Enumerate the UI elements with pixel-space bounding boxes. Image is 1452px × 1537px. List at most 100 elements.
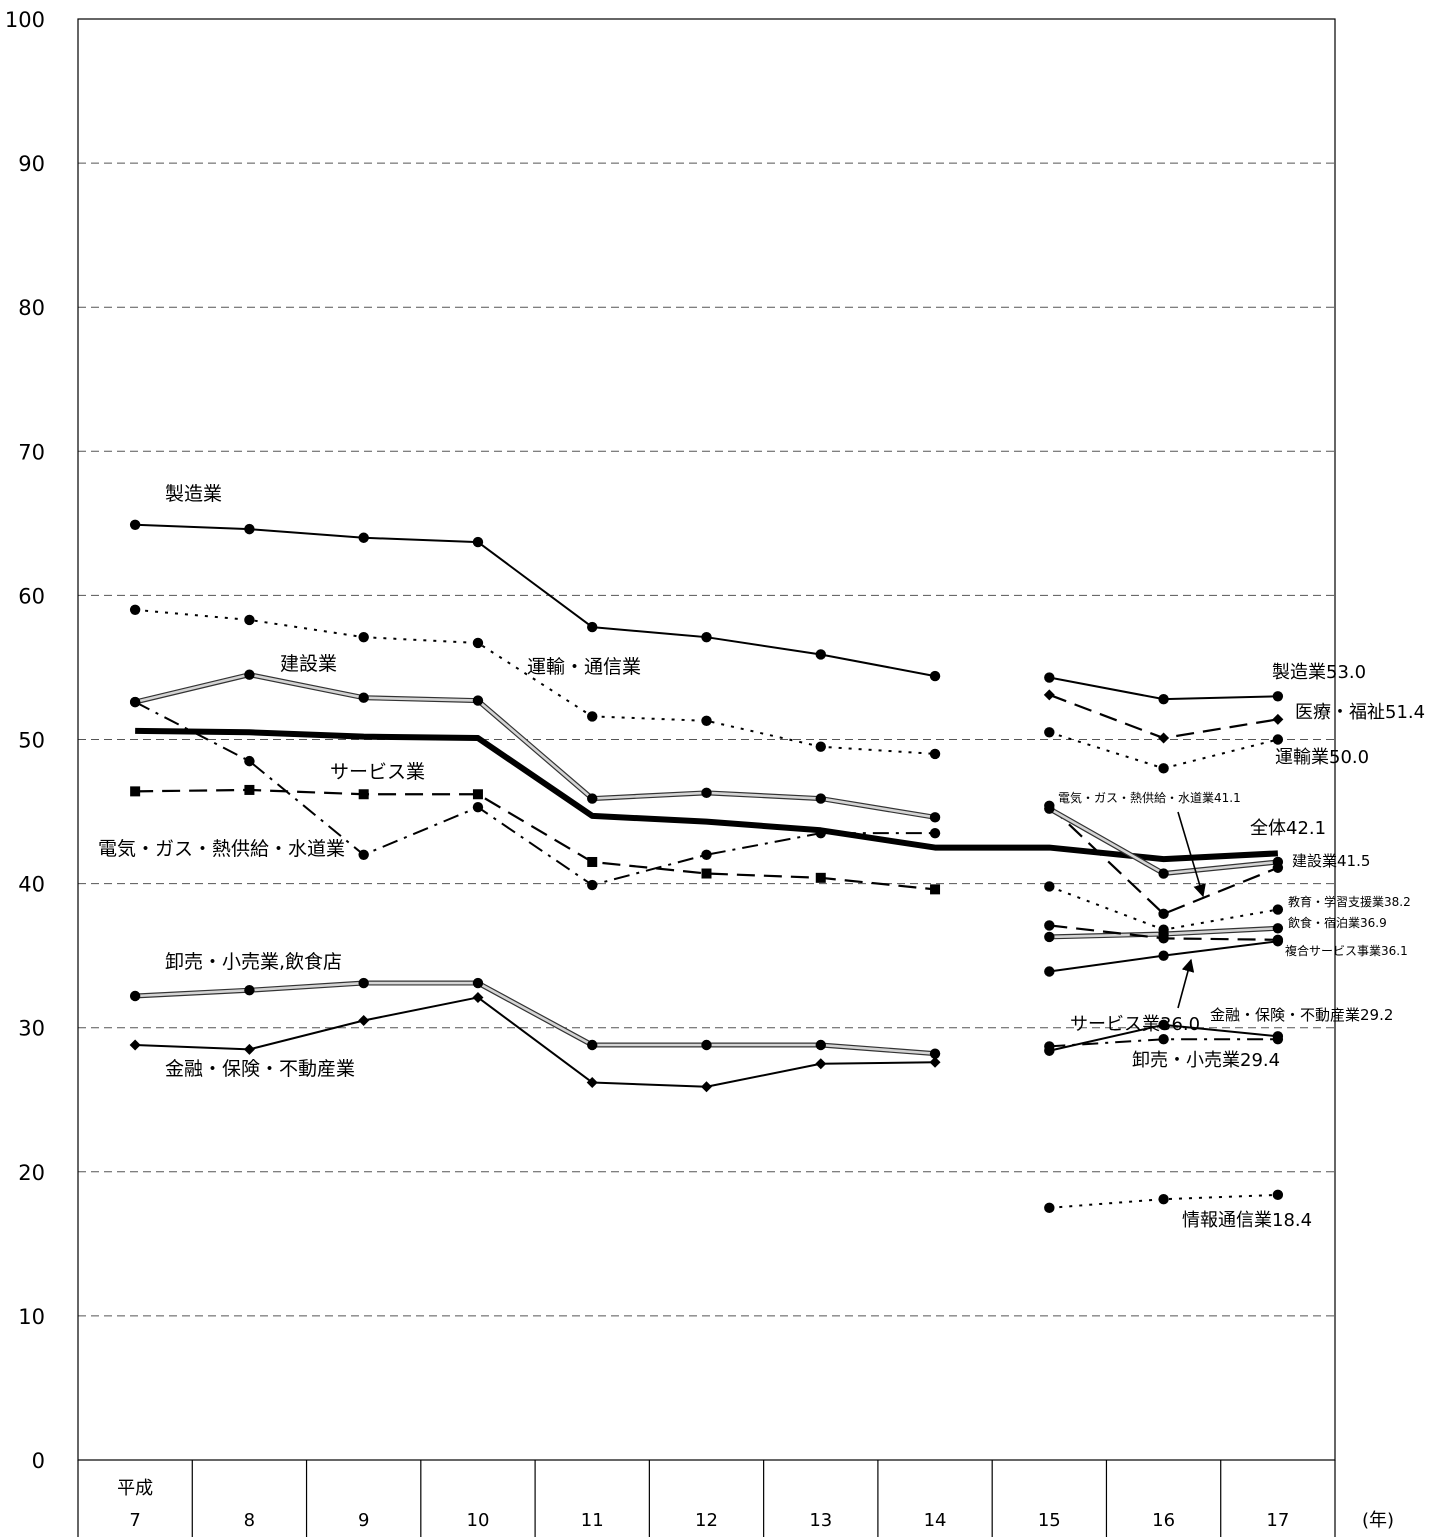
y-tick-label: 30: [18, 1017, 45, 1041]
arrow-service: [1177, 958, 1195, 1009]
x-tick-label: 12: [695, 1510, 718, 1531]
series-2-point-4: [587, 793, 598, 804]
annotation-label: サービス業36.0: [1070, 1014, 1200, 1035]
annotation-label: 運輸業50.0: [1275, 747, 1369, 768]
annotation-label: 建設業: [280, 653, 337, 675]
series-3-point-0: [130, 786, 141, 797]
series-19-point-1: [1158, 1193, 1169, 1205]
y-tick-label: 90: [18, 152, 45, 176]
series-15-point-1: [1158, 933, 1169, 944]
series-2-point-2: [358, 692, 369, 703]
series-markers: [129, 519, 1284, 1214]
x-tick-label: 17: [1266, 1510, 1289, 1531]
series-0-point-6: [815, 649, 826, 660]
series-2-point-3: [472, 695, 484, 706]
series-7-point-4: [586, 1076, 598, 1088]
annotation-label: 運輸・通信業: [527, 656, 641, 678]
series-1-point-1: [244, 614, 255, 626]
series-7-point-0: [129, 1039, 141, 1051]
x-tick-label: 11: [581, 1510, 604, 1531]
annotation-label: 複合サービス事業36.1: [1285, 943, 1408, 958]
series-0-point-4: [587, 621, 598, 633]
y-tick-label: 80: [18, 296, 45, 320]
y-tick-label: 60: [18, 584, 45, 608]
series-9-point-1: [1158, 732, 1170, 744]
y-tick-label: 40: [18, 873, 45, 897]
series-14-point-2: [1272, 923, 1284, 934]
series-18-point-0: [1044, 1041, 1055, 1052]
series-6-point-6: [815, 1039, 826, 1051]
y-tick-label: 10: [18, 1305, 45, 1329]
series-3-point-6: [815, 872, 826, 883]
series-14-point-0: [1044, 931, 1055, 943]
series-0-point-5: [701, 631, 712, 643]
x-tick-label: 14: [924, 1510, 947, 1531]
series-6-point-3: [472, 977, 484, 989]
series-4-point-6: [815, 827, 826, 839]
series-2-line: [134, 673, 936, 819]
y-tick-label: 20: [18, 1161, 45, 1185]
annotation-label: 卸売・小売業29.4: [1132, 1050, 1280, 1071]
series-0-point-1: [244, 523, 255, 535]
series-3-point-5: [701, 868, 712, 879]
series-4-point-0: [129, 696, 141, 708]
series-13-point-2: [1272, 904, 1284, 915]
series-0-point-2: [358, 532, 369, 543]
series-6-point-0: [129, 990, 141, 1002]
series-2-point-1: [244, 669, 255, 680]
series-0-point-0: [129, 519, 141, 530]
series-3-point-3: [472, 789, 483, 800]
series-10-point-2: [1272, 734, 1284, 745]
x-tick-label: 15: [1038, 1510, 1061, 1531]
series-1-point-2: [358, 631, 369, 643]
series-2-edge: [134, 672, 936, 820]
series-6-point-1: [244, 985, 255, 996]
series-1-point-4: [587, 711, 598, 722]
annotation-label: 製造業53.0: [1272, 662, 1366, 683]
series-11-point-1: [1158, 908, 1169, 920]
series-3-line: [135, 788, 936, 891]
series-12-edge: [1048, 806, 1279, 877]
x-tick-label: 8: [244, 1510, 255, 1531]
annotation-label: 電気・ガス・熱供給・水道業: [98, 838, 345, 860]
series-15-point-0: [1044, 920, 1055, 931]
annotation-label: 金融・保険・不動産業: [165, 1058, 355, 1080]
series-4-point-5: [701, 849, 712, 860]
x-era-label: 平成: [117, 1478, 153, 1499]
gridlines: [78, 162, 1335, 1317]
series-6-point-2: [358, 977, 369, 989]
series-8-point-1: [1158, 693, 1169, 705]
series-1-point-6: [815, 741, 826, 752]
y-tick-label: 100: [5, 8, 45, 32]
series-0-point-3: [472, 536, 484, 548]
annotation-label: 全体42.1: [1250, 818, 1326, 839]
series-16-point-1: [1158, 950, 1169, 961]
series-7-point-3: [472, 991, 484, 1003]
series-lines: [134, 523, 1279, 1209]
series-18-point-2: [1272, 1034, 1284, 1045]
y-tick-label: 0: [32, 1449, 45, 1473]
y-tick-label: 70: [18, 440, 45, 464]
series-0-line: [135, 523, 936, 678]
x-tick-label: 9: [358, 1510, 369, 1531]
annotation-label: 電気・ガス・熱供給・水道業41.1: [1058, 790, 1241, 805]
series-6-point-5: [701, 1039, 712, 1051]
series-4-point-4: [587, 879, 598, 891]
series-3-point-1: [244, 784, 255, 795]
series-4-point-7: [929, 827, 941, 839]
series-6-point-7: [929, 1048, 941, 1059]
x-unit-label: (年): [1362, 1510, 1394, 1531]
y-tick-label: 50: [18, 729, 45, 753]
series-2-point-5: [701, 787, 712, 799]
annotation-arrows: [1177, 811, 1206, 1009]
series-16-point-2: [1272, 936, 1284, 947]
series-9-point-2: [1272, 713, 1284, 725]
annotation-label: 卸売・小売業,飲食店: [165, 951, 342, 973]
annotation-label: 金融・保険・不動産業29.2: [1210, 1006, 1393, 1024]
series-19-point-2: [1272, 1189, 1284, 1201]
series-12-point-1: [1158, 868, 1169, 879]
series-5-line: [135, 727, 1279, 863]
annotation-label: 情報通信業18.4: [1182, 1210, 1312, 1231]
